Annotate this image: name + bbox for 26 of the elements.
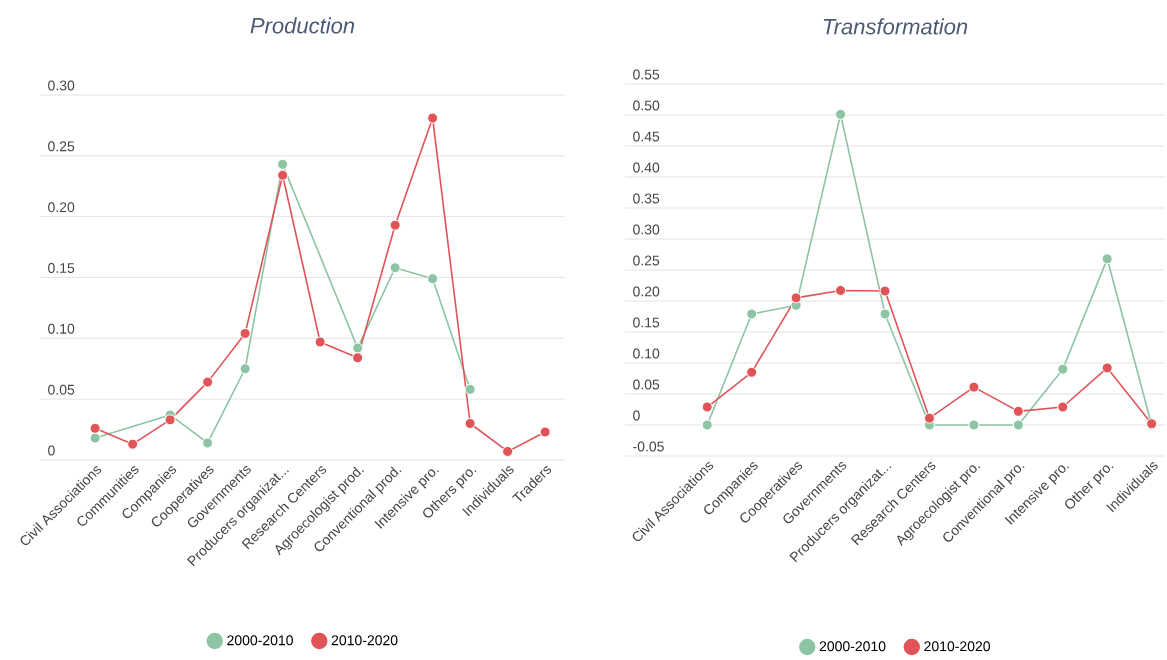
y-tick-label: 0.10 (48, 323, 75, 334)
y-tick-label: 0.20 (633, 286, 660, 297)
chart-title: Production (250, 17, 355, 34)
y-tick-label: 0.40 (633, 162, 660, 173)
y-tick-label: 0.30 (48, 80, 75, 91)
y-tick-label: 0 (48, 445, 55, 456)
chart-title: Transformation (823, 18, 968, 35)
y-tick-label: 0.05 (633, 379, 660, 390)
y-tick-label: 0.30 (633, 224, 660, 235)
y-tick-label: 0.15 (48, 263, 75, 273)
legend-label: 2000-2010 (819, 641, 886, 652)
y-tick-label: 0.55 (633, 69, 660, 80)
y-tick-label: 0.50 (633, 100, 660, 111)
y-tick-label: -0.05 (633, 441, 664, 452)
legend-label: 2010-2020 (331, 635, 398, 646)
y-tick-label: 0.25 (633, 255, 660, 266)
y-tick-label: 0.05 (48, 384, 75, 395)
legend-label: 2000-2010 (227, 635, 293, 646)
y-tick-label: 0.45 (633, 131, 660, 142)
y-tick-label: 0 (633, 410, 640, 421)
y-tick-label: 0.20 (48, 202, 75, 213)
y-tick-label: 0.15 (633, 317, 660, 328)
y-tick-label: 0.35 (633, 193, 660, 204)
legend-label: 2010-2020 (924, 641, 990, 652)
y-tick-label: 0.10 (633, 348, 660, 359)
y-tick-label: 0.25 (48, 141, 75, 152)
